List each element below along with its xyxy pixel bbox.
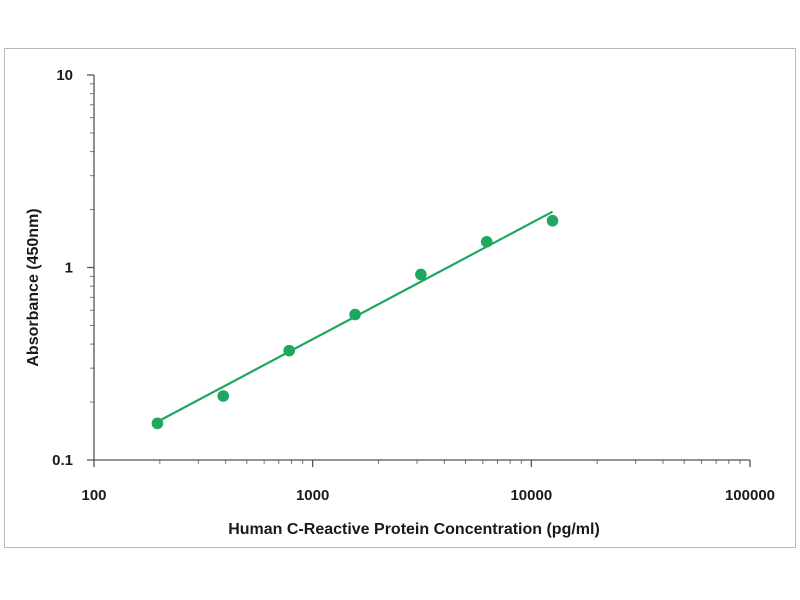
y-axis-title: Absorbance (450nm) xyxy=(25,208,42,366)
minor-ticks xyxy=(90,83,741,464)
data-point xyxy=(349,308,361,321)
y-tick-label: 10 xyxy=(56,67,73,84)
data-point xyxy=(283,344,295,357)
x-tick-label: 100 xyxy=(81,487,106,504)
data-point xyxy=(415,268,427,281)
x-tick-label: 100000 xyxy=(725,487,775,504)
data-point xyxy=(480,235,493,248)
x-tick-labels: 100 1000 10000 100000 xyxy=(81,487,775,504)
major-ticks xyxy=(87,74,751,467)
data-point xyxy=(151,417,164,430)
data-point xyxy=(217,390,230,402)
y-tick-labels: 0.1 1 10 xyxy=(52,67,73,469)
data-points xyxy=(151,214,559,430)
x-tick-label: 10000 xyxy=(510,487,552,504)
y-tick-label: 1 xyxy=(65,260,73,277)
y-tick-label: 0.1 xyxy=(52,452,73,469)
x-tick-label: 1000 xyxy=(296,487,329,504)
figure-frame xyxy=(4,48,796,548)
x-axis-title: Human C-Reactive Protein Concentration (… xyxy=(228,521,600,538)
data-point xyxy=(546,214,559,227)
